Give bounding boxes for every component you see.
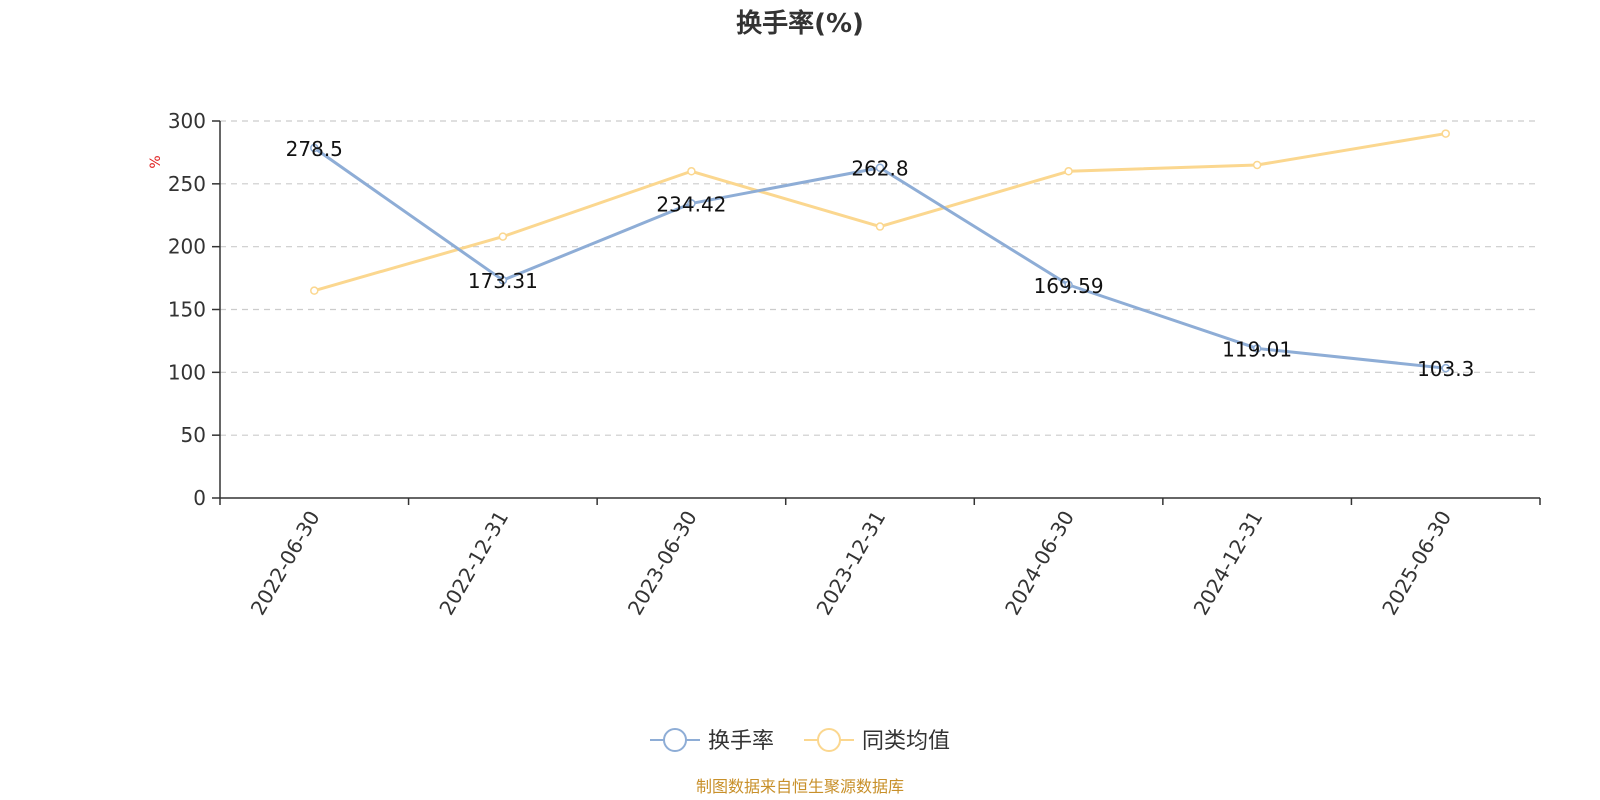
- data-point: [498, 275, 508, 285]
- y-tick-label: 50: [181, 423, 206, 447]
- data-label: 234.42: [656, 192, 726, 216]
- data-point: [1252, 160, 1262, 170]
- y-tick-label: 200: [168, 235, 206, 259]
- x-tick-label: 2025-06-30: [1377, 507, 1456, 620]
- grid-lines: [220, 120, 1540, 436]
- data-label: 119.01: [1222, 337, 1292, 361]
- series-lines: [310, 129, 1450, 373]
- data-point: [687, 167, 696, 176]
- data-label: 278.5: [286, 137, 343, 161]
- x-tick-label: 2023-12-31: [811, 507, 890, 620]
- y-tick-label: 150: [168, 298, 206, 322]
- data-point: [498, 232, 508, 241]
- data-label: 103.3: [1417, 357, 1474, 381]
- data-labels: 278.5 173.31 234.42 262.8 169.59 119.01 103.3: [286, 137, 1475, 381]
- x-tick-label: 2024-06-30: [1000, 507, 1079, 620]
- y-axis-unit-label: %: [148, 155, 164, 168]
- x-tick-label: 2023-06-30: [623, 507, 702, 620]
- data-label: 262.8: [851, 157, 908, 181]
- data-point: [875, 222, 885, 231]
- x-tick-label: 2024-12-31: [1189, 507, 1268, 620]
- data-point: [310, 286, 319, 295]
- data-label: 169.59: [1034, 274, 1104, 298]
- data-point: [875, 163, 885, 172]
- legend-item-label: 同类均值: [862, 729, 950, 754]
- legend-item-label: 换手率: [708, 729, 774, 754]
- data-point: [1064, 280, 1073, 290]
- series-line: [313, 146, 1446, 370]
- legend[interactable]: 换手率 同类均值: [650, 728, 950, 754]
- legend-marker-icon: [817, 728, 841, 752]
- y-tick-label: 0: [193, 486, 206, 510]
- data-point: [1441, 129, 1450, 138]
- y-tick-label: 250: [168, 172, 206, 196]
- data-point: [687, 199, 696, 208]
- legend-marker-icon: [663, 728, 687, 752]
- y-tick-label: 300: [168, 109, 206, 133]
- y-tick-label: 100: [168, 360, 206, 384]
- data-point: [1064, 167, 1073, 176]
- data-point: [310, 143, 319, 153]
- chart-title: 换手率(%): [736, 8, 864, 39]
- data-point: [1441, 363, 1450, 373]
- data-label: 173.31: [468, 269, 538, 293]
- x-tick-label: 2022-12-31: [434, 507, 513, 620]
- source-note: 制图数据来自恒生聚源数据库: [696, 777, 904, 796]
- axes: 0 50 100 150 200 250 300 2022-06-30 2022-12-31 20…: [168, 109, 1541, 620]
- data-point: [1252, 344, 1262, 353]
- x-tick-label: 2022-06-30: [246, 507, 325, 620]
